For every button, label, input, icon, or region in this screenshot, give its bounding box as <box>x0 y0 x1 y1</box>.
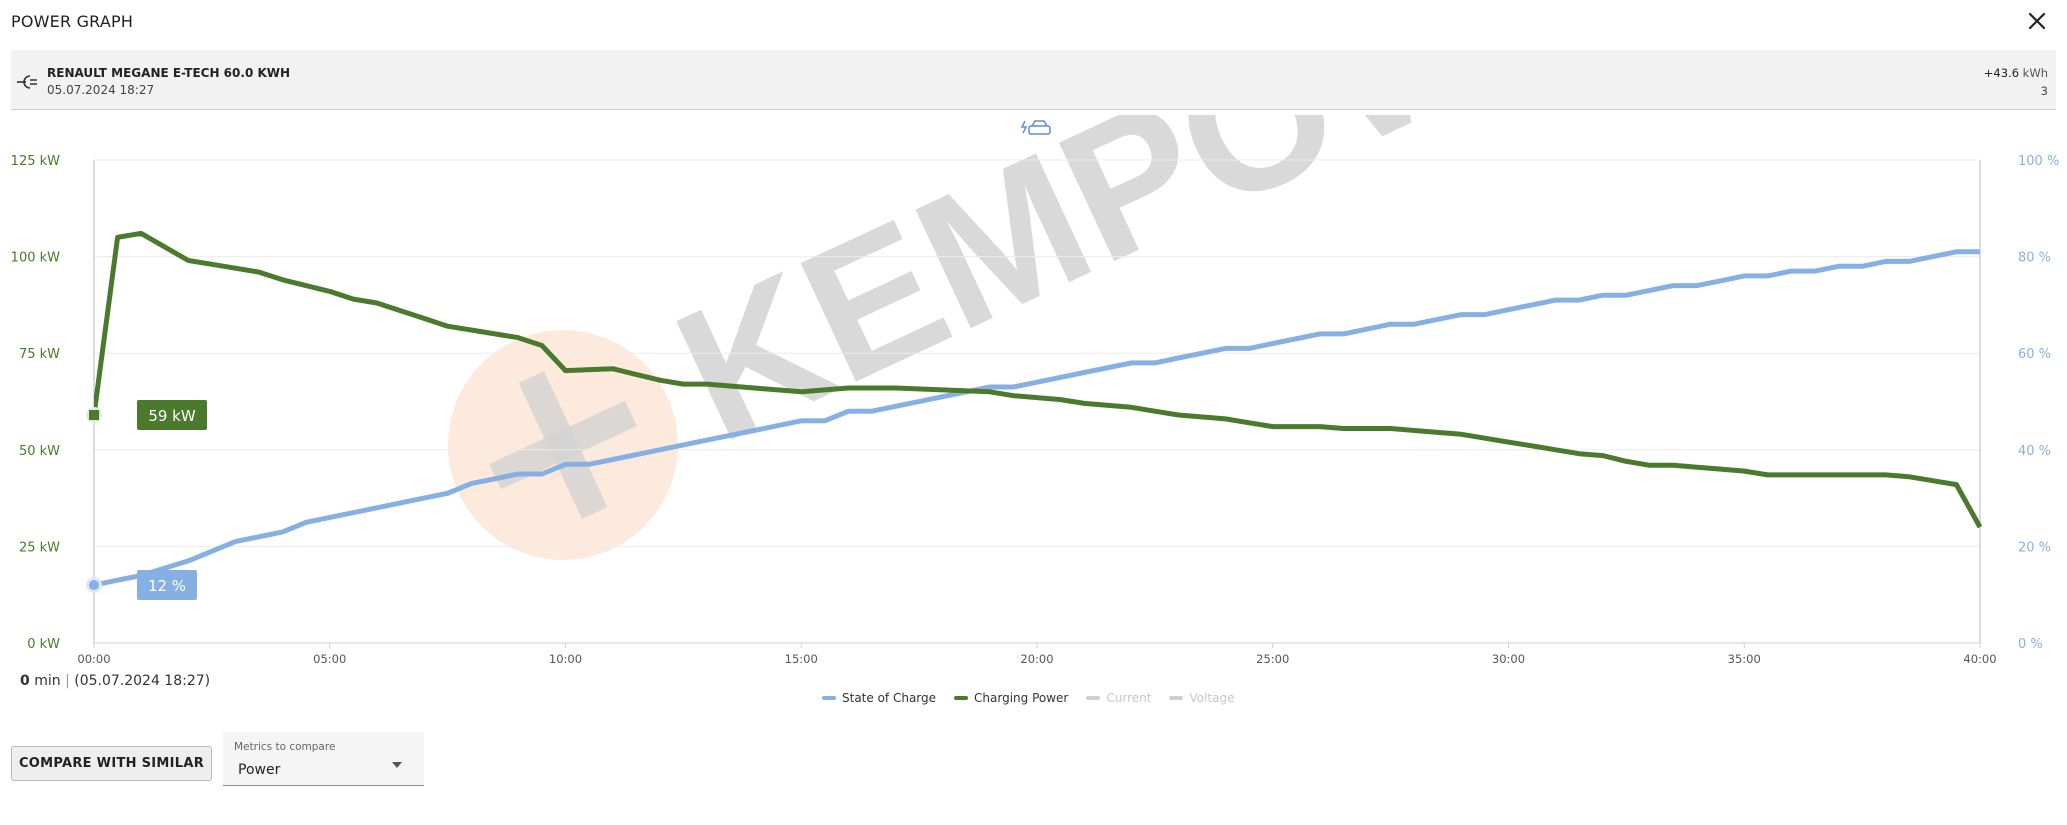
power-tooltip-text: 59 kW <box>148 407 196 425</box>
legend-swatch <box>954 696 969 700</box>
x-tick-label: 15:00 <box>785 652 818 666</box>
metrics-to-compare-select[interactable]: Metrics to compare Power <box>223 732 424 786</box>
soc-cursor-marker <box>89 580 99 591</box>
metrics-caption: Metrics to compare <box>234 741 336 753</box>
legend-swatch <box>822 696 836 700</box>
x-tick-label: 00:00 <box>77 652 110 666</box>
power-graph-chart[interactable]: KEMPOWER 125 kW 100 kW 75 kW 50 kW 25 kW 0 kW… <box>0 115 2067 675</box>
y-left-tick-label: 125 kW <box>11 154 60 169</box>
y-left-tick-label: 100 kW <box>11 251 60 266</box>
y-right-tick-label: 100 % <box>2018 154 2059 169</box>
readout-unit: min <box>34 673 61 689</box>
x-tick-label: 05:00 <box>313 652 346 666</box>
y-left-tick-label: 0 kW <box>27 637 60 652</box>
chart-legend: State of Charge Charging Power Current Volt… <box>822 689 1234 707</box>
modal-title: POWER GRAPH <box>11 12 134 31</box>
power-cursor-marker <box>89 410 99 421</box>
y-right-tick-label: 0 % <box>2018 637 2043 652</box>
readout-value: 0 <box>20 673 30 689</box>
kempower-watermark: KEMPOWER <box>448 115 1771 560</box>
legend-item[interactable]: Current <box>1086 691 1151 705</box>
session-count: 3 <box>2040 84 2048 98</box>
readout-separator: | <box>65 673 70 689</box>
y-left-tick-label: 25 kW <box>19 540 60 555</box>
energy-unit: kWh <box>2022 66 2048 80</box>
y-right-tick-label: 20 % <box>2018 540 2051 555</box>
y-right-tick-label: 40 % <box>2018 444 2051 459</box>
session-summary: RENAULT MEGANE E-TECH 60.0 KWH 05.07.202… <box>11 50 2056 110</box>
readout-datetime: (05.07.2024 18:27) <box>74 673 211 689</box>
charging-power-line <box>94 230 1982 529</box>
y-left-tick-label: 75 kW <box>19 347 60 362</box>
chevron-down-icon <box>392 762 402 768</box>
soc-tooltip: 12 % <box>137 570 197 601</box>
x-tick-label: 30:00 <box>1492 652 1525 666</box>
y-right-tick-label: 60 % <box>2018 347 2051 362</box>
close-icon[interactable] <box>2026 10 2048 32</box>
legend-label: Voltage <box>1189 691 1235 705</box>
x-tick-label: 35:00 <box>1728 652 1761 666</box>
watermark-text: KEMPOWER <box>648 115 1771 482</box>
plug-icon <box>17 75 37 89</box>
power-tooltip: 59 kW <box>137 400 207 431</box>
session-date: 05.07.2024 18:27 <box>47 83 155 97</box>
power-tooltip-box <box>137 400 207 431</box>
y-left-tick-label: 50 kW <box>19 444 60 459</box>
x-tick-label: 10:00 <box>549 652 582 666</box>
vehicle-name: RENAULT MEGANE E-TECH 60.0 KWH <box>47 66 291 80</box>
legend-item[interactable]: Charging Power <box>954 691 1068 705</box>
energy-value: +43.6 <box>1983 66 2020 80</box>
legend-item[interactable]: State of Charge <box>822 691 936 705</box>
legend-label: Charging Power <box>974 691 1069 705</box>
time-readout: 0 min | (05.07.2024 18:27) <box>20 673 210 689</box>
metrics-selected-value: Power <box>238 762 281 778</box>
legend-swatch <box>1169 696 1184 700</box>
compare-with-similar-button[interactable]: COMPARE WITH SIMILAR <box>11 746 212 781</box>
legend-label: State of Charge <box>842 691 937 705</box>
legend-swatch <box>1086 696 1101 700</box>
state-of-charge-line <box>94 249 1980 588</box>
x-tick-label: 25:00 <box>1256 652 1289 666</box>
y-right-tick-label: 80 % <box>2018 251 2051 266</box>
legend-label: Current <box>1106 691 1152 705</box>
charging-car-icon <box>1020 120 1051 135</box>
soc-tooltip-box <box>137 570 197 601</box>
soc-tooltip-text: 12 % <box>148 577 186 595</box>
x-tick-label: 20:00 <box>1020 652 1053 666</box>
energy-delivered: +43.6 kWh <box>1984 66 2048 80</box>
legend-item[interactable]: Voltage <box>1169 691 1234 705</box>
x-tick-label: 40:00 <box>1963 652 1996 666</box>
